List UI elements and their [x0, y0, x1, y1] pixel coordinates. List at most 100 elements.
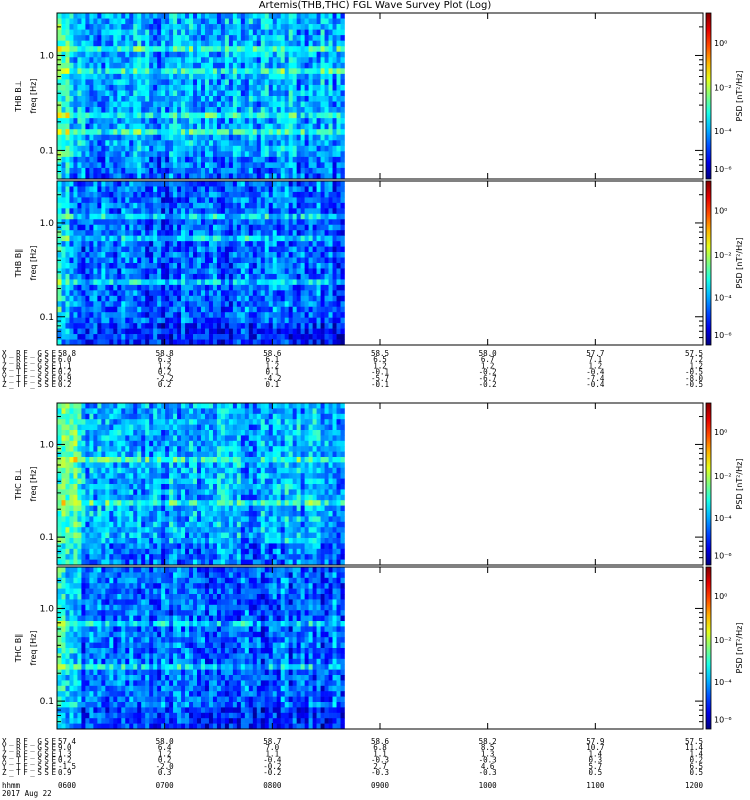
- spectrogram-cell: [141, 181, 146, 187]
- spectrogram-cell: [101, 467, 106, 474]
- spectrogram-cell: [181, 123, 186, 130]
- spectrogram-cell: [252, 219, 258, 226]
- spectrogram-cell: [121, 279, 126, 286]
- spectrogram-cell: [97, 118, 102, 124]
- spectrogram-cell: [117, 191, 122, 198]
- spectrogram-cell: [232, 186, 238, 193]
- spectrogram-cell: [133, 208, 138, 215]
- spectrogram-cell: [69, 516, 74, 523]
- spectrogram-cell: [105, 478, 110, 485]
- spectrogram-cell: [113, 323, 118, 329]
- spectrogram-cell: [113, 500, 118, 506]
- spectrogram-cell: [85, 473, 90, 479]
- spectrogram-cell: [77, 548, 82, 555]
- spectrogram-cell: [224, 263, 230, 269]
- spectrogram-cell: [232, 90, 238, 97]
- spectrogram-cell: [312, 191, 317, 198]
- spectrogram-cell: [153, 208, 158, 215]
- spectrogram-cell: [137, 73, 142, 80]
- spectrogram-cell: [240, 101, 246, 108]
- spectrogram-cell: [117, 440, 122, 447]
- spectrogram-cell: [244, 241, 250, 247]
- spectrogram-cell: [177, 51, 182, 58]
- spectrogram-cell: [181, 268, 186, 275]
- spectrogram-cell: [280, 295, 286, 302]
- spectrogram-cell: [193, 328, 198, 335]
- spectrogram-cell: [81, 419, 86, 425]
- spectrogram-cell: [248, 57, 254, 64]
- spectrogram-cell: [89, 246, 94, 253]
- spectrogram-cell: [61, 112, 66, 119]
- spectrogram-cell: [220, 279, 226, 286]
- spectrogram-cell: [189, 186, 194, 193]
- spectrogram-cell: [228, 197, 234, 204]
- spectrogram-cell: [220, 202, 226, 209]
- spectrogram-cell: [89, 328, 94, 335]
- spectrogram-cell: [320, 118, 325, 124]
- spectrogram-cell: [153, 162, 158, 169]
- spectrogram-cell: [121, 284, 126, 291]
- spectrogram-cell: [197, 246, 202, 253]
- spectrogram-cell: [340, 334, 345, 340]
- spectrogram-cell: [81, 129, 86, 136]
- spectrogram-cell: [264, 173, 270, 180]
- spectrogram-cell: [105, 101, 110, 108]
- spectrogram-cell: [216, 156, 222, 163]
- spectrogram-cell: [324, 51, 329, 58]
- spectrogram-cell: [165, 295, 170, 302]
- spectrogram-cell: [157, 284, 162, 291]
- spectrogram-cell: [260, 46, 266, 53]
- spectrogram-cell: [177, 57, 182, 64]
- spectrogram-cell: [113, 284, 118, 291]
- spectrogram-cell: [65, 145, 70, 152]
- spectrogram-cell: [73, 511, 78, 517]
- spectrogram-cell: [85, 543, 90, 550]
- spectrogram-cell: [228, 40, 234, 47]
- spectrogram-cell: [276, 51, 282, 58]
- spectrogram-cell: [260, 208, 266, 215]
- spectrogram-cell: [181, 191, 186, 198]
- spectrogram-cell: [224, 246, 230, 253]
- spectrogram-cell: [153, 35, 158, 41]
- spectrogram-cell: [197, 263, 202, 269]
- spectrogram-cell: [181, 57, 186, 64]
- spectrogram-cell: [117, 107, 122, 113]
- spectrogram-cell: [125, 478, 130, 485]
- spectrogram-cell: [292, 62, 297, 69]
- spectrogram-cell: [69, 435, 74, 442]
- spectrogram-cell: [197, 173, 202, 180]
- spectrogram-cell: [93, 96, 98, 102]
- spectrogram-cell: [161, 301, 166, 308]
- spectrogram-cell: [137, 62, 142, 69]
- spectrogram-cell: [208, 279, 214, 286]
- spectrogram-cell: [165, 162, 170, 169]
- spectrogram-cell: [272, 224, 278, 231]
- spectrogram-cell: [240, 29, 246, 36]
- spectrogram-cell: [212, 51, 218, 58]
- spectrogram-cell: [161, 317, 166, 324]
- spectrogram-cell: [268, 273, 274, 280]
- spectrogram-cell: [117, 257, 122, 264]
- spectrogram-cell: [117, 511, 122, 517]
- spectrogram-cell: [208, 79, 214, 86]
- spectrogram-cell: [312, 29, 317, 36]
- spectrogram-cell: [316, 96, 321, 102]
- spectrogram-cell: [204, 235, 210, 242]
- spectrogram-cell: [264, 107, 270, 113]
- spectrogram-cell: [320, 241, 325, 247]
- spectrogram-cell: [300, 107, 305, 113]
- spectrogram-cell: [220, 151, 226, 158]
- spectrogram-cell: [252, 118, 258, 124]
- spectrogram-cell: [264, 96, 270, 102]
- spectrogram-cell: [244, 173, 250, 180]
- spectrogram-cell: [69, 451, 74, 458]
- spectrogram-cell: [244, 191, 250, 198]
- spectrogram-cell: [197, 181, 202, 187]
- spectrogram-cell: [121, 430, 126, 436]
- spectrogram-cell: [228, 230, 234, 236]
- spectrogram-cell: [276, 118, 282, 124]
- spectrogram-cell: [65, 129, 70, 136]
- spectrogram-cell: [109, 252, 114, 258]
- spectrogram-cell: [276, 284, 282, 291]
- spectrogram-cell: [197, 151, 202, 158]
